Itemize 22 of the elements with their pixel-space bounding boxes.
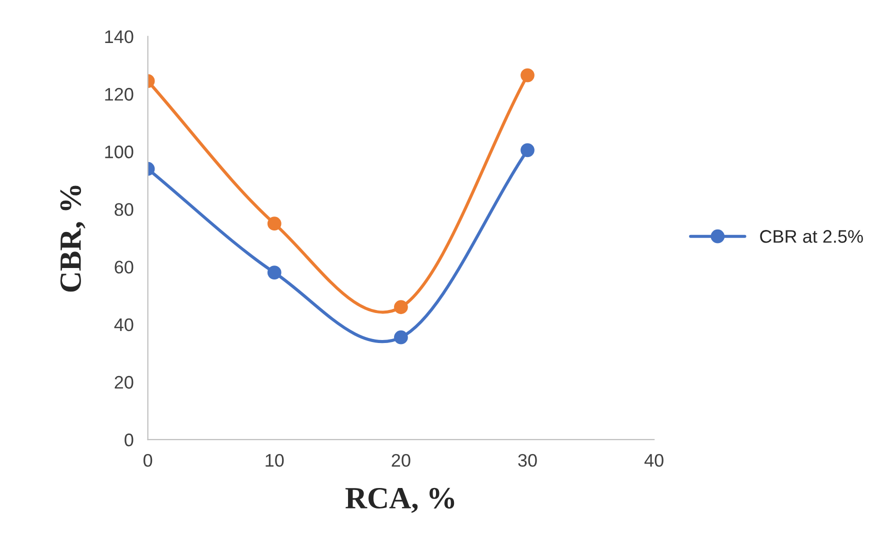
point (394, 330, 408, 344)
legend-label: CBR at 2.5% (760, 230, 863, 243)
point (267, 216, 282, 231)
y-tick-label: 20 (114, 376, 134, 389)
point (267, 266, 282, 280)
point (520, 143, 534, 158)
y-tick-label: 120 (105, 88, 134, 101)
y-tick-label: 40 (114, 318, 134, 332)
y-tick-label: 60 (114, 260, 134, 274)
y-tick-label: 80 (114, 203, 134, 216)
y-tick-label: 100 (105, 146, 134, 158)
x-axis-title: RCA, % (345, 488, 454, 513)
x-tick-label: 40 (644, 454, 664, 467)
x-tick-label: 10 (266, 454, 284, 467)
y-tick-label: 140 (105, 30, 134, 44)
x-tick-label: 30 (518, 454, 537, 467)
x-tick-label: 20 (392, 454, 410, 467)
y-axis-title: CBR, % (60, 186, 86, 292)
y-tick-label: 0 (124, 434, 134, 446)
point (394, 300, 408, 314)
x-tick-label: 0 (144, 454, 152, 467)
point (520, 68, 534, 82)
